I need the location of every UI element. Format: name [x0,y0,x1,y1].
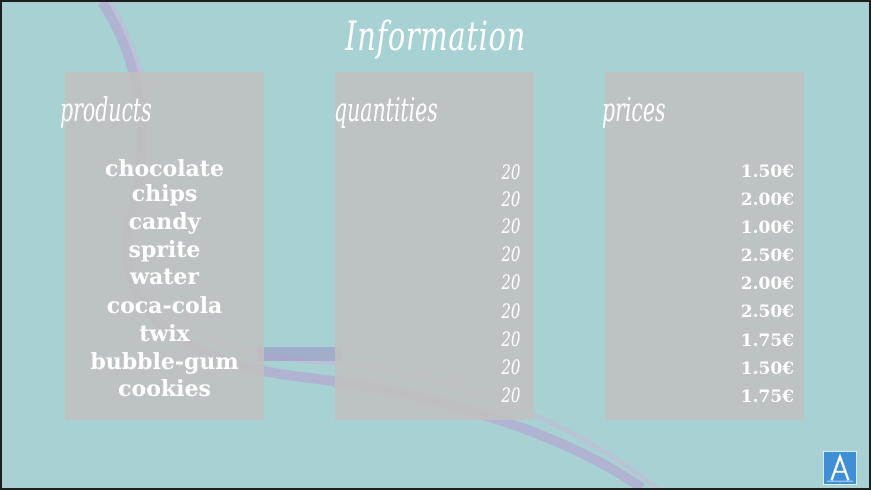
quantity-item: 20 [500,242,520,266]
products-panel [65,72,264,420]
price-item: 2.50€ [740,246,794,266]
quantity-item: 20 [500,327,520,351]
quantities-heading: quantities [334,90,438,129]
price-item: 1.75€ [740,387,794,407]
product-item: candy [128,209,201,235]
quantity-item: 20 [500,187,520,211]
product-item: coca-cola [106,293,223,319]
quantity-item: 20 [500,214,520,238]
letter-a-logo-icon [823,451,857,485]
price-item: 1.75€ [740,331,794,351]
quantity-item: 20 [500,160,520,184]
price-item: 1.50€ [740,359,794,379]
slide-title: Information [345,14,526,60]
price-item: 2.50€ [740,302,794,322]
product-item: chips [131,181,198,207]
price-item: 1.50€ [740,162,794,182]
product-item: chocolate [105,156,224,182]
quantities-panel [335,72,534,420]
quantity-item: 20 [500,355,520,379]
product-item: cookies [118,376,211,402]
price-item: 1.00€ [740,218,794,238]
price-item: 2.00€ [740,190,794,210]
price-item: 2.00€ [740,274,794,294]
products-heading: products [60,90,152,129]
prices-heading: prices [602,90,666,129]
product-item: bubble-gum [90,349,239,375]
product-item: sprite [128,237,201,263]
quantity-item: 20 [500,270,520,294]
quantity-item: 20 [500,383,520,407]
prices-panel [605,72,804,420]
quantity-item: 20 [500,299,520,323]
product-item: water [130,264,199,290]
product-item: twix [139,321,190,347]
